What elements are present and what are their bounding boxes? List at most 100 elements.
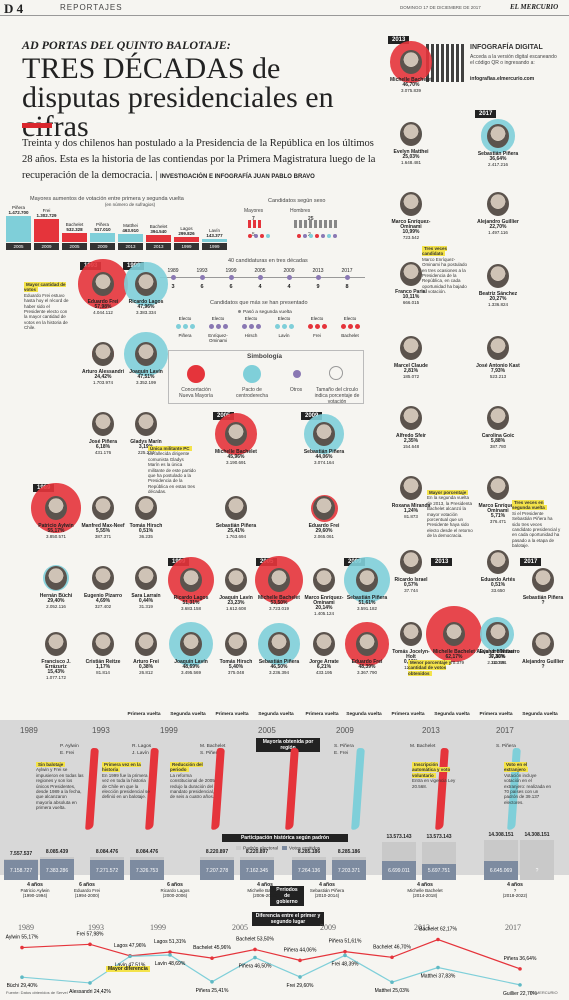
candidate-photo-2013[interactable]	[400, 50, 422, 74]
candidate-photo-2017[interactable]	[487, 550, 509, 574]
candidate-photo-2013[interactable]	[400, 122, 422, 146]
most-runs-dot	[315, 324, 320, 329]
candidate-photo[interactable]	[45, 632, 67, 656]
candidate-pct: 48,39%	[358, 664, 376, 670]
candidate-photo-2017[interactable]	[487, 406, 509, 430]
candidate-photo[interactable]	[45, 496, 67, 520]
candidate-votes: 26.812	[139, 670, 153, 675]
votes-gain-year: 2005	[6, 243, 31, 250]
candidate-photo[interactable]	[313, 422, 335, 446]
candidate-photo[interactable]	[92, 496, 114, 520]
candidate-photo-2017[interactable]	[487, 264, 509, 288]
candidate-photo[interactable]	[135, 342, 157, 366]
votes-gain-name: Piñera	[11, 205, 25, 210]
candidate-photo[interactable]	[225, 422, 247, 446]
candidate-photo-2017[interactable]	[532, 568, 554, 592]
candidate-photo[interactable]	[313, 568, 335, 592]
candidate-photo[interactable]	[313, 496, 335, 520]
candidate-photo[interactable]	[92, 632, 114, 656]
candidate-photo[interactable]	[356, 632, 378, 656]
candidate-photo-2017[interactable]	[532, 632, 554, 656]
candidate-pct: 29,60%	[315, 528, 333, 534]
qr-code-icon[interactable]	[426, 44, 464, 82]
candidate-photo[interactable]	[313, 632, 335, 656]
candidate-votes-2017: 523.213	[489, 374, 507, 379]
candidate-pct-2013: 10,11%	[402, 294, 420, 300]
candidate-photo[interactable]	[45, 566, 67, 590]
candidate-votes-2017: 387.780	[489, 444, 507, 449]
difference-label: Lavín 47,51%	[115, 962, 146, 968]
candidate-pct: 20,14%	[315, 605, 333, 611]
most-runs-name: Lavín	[278, 333, 290, 338]
candidate-name-2017: Alejandro Guillier	[477, 219, 519, 225]
qr-box[interactable]: INFOGRAFÍA DIGITAL Acceda a la versión d…	[420, 36, 566, 96]
candidate-label-2013: Evelyn Matthei 25,03% 1.648.481	[388, 150, 434, 166]
candidate-photo[interactable]	[225, 632, 247, 656]
section-name: REPORTAJES	[60, 3, 123, 12]
candidacies-year: 1989	[167, 268, 179, 274]
candidate-photo[interactable]	[135, 412, 157, 436]
candidate-photo[interactable]	[92, 342, 114, 366]
candidate-photo-2017[interactable]	[487, 124, 509, 148]
difference-point	[298, 975, 302, 979]
candidate-photo-2013[interactable]	[443, 622, 465, 646]
candidate-photo-2017[interactable]	[487, 622, 509, 646]
candidate-photo-2013[interactable]	[400, 550, 422, 574]
most-runs-dot	[289, 324, 294, 329]
round-label: Segunda vuelta	[522, 712, 558, 717]
candidate-pct: 44,06%	[315, 454, 333, 460]
symbology-3: Otros	[289, 387, 303, 393]
participation-votos-value: 7.264.136	[297, 868, 321, 874]
candidate-label: Francisco J. Errázuriz 15,43% 1.077.172	[33, 660, 79, 681]
candidate-photo[interactable]	[92, 412, 114, 436]
candidate-photo-2013[interactable]	[400, 336, 422, 360]
candidate-photo-2017[interactable]	[487, 476, 509, 500]
votos-swatch	[281, 846, 287, 850]
candidate-pct: 0,44%	[138, 598, 154, 604]
candidate-votes-2013: 666.015	[402, 300, 420, 305]
candidate-photo-2017[interactable]	[487, 192, 509, 216]
candidate-photo-2013[interactable]	[400, 192, 422, 216]
candidate-name: Manfred Max-Neef	[81, 523, 125, 529]
candidate-name: Patricio Aylwin	[38, 523, 74, 529]
candidate-photo[interactable]	[268, 632, 290, 656]
qr-text: Acceda a la versión digital escaneando e…	[470, 54, 557, 66]
candidate-votes: 4.044.112	[93, 310, 113, 315]
candidate-photo[interactable]	[135, 272, 157, 296]
participation-votos-value: 7.158.727	[9, 868, 33, 874]
candidate-photo-2013[interactable]	[400, 262, 422, 286]
candidate-photo[interactable]	[180, 632, 202, 656]
candidacies-row: 1989 3 1993 6 1999 6 2005 4 2009 4 2013 9 2017 8	[160, 268, 370, 294]
candidate-votes: 3.352.199	[135, 380, 157, 385]
votes-gain-year: 2009	[34, 243, 59, 250]
candidate-photo[interactable]	[92, 272, 114, 296]
paper-name: EL MERCURIO	[510, 3, 559, 11]
candidate-photo-2013[interactable]	[400, 406, 422, 430]
candidate-pct: 48,69%	[182, 664, 200, 670]
candidate-pct: 5,40%	[228, 664, 244, 670]
candidacies-count: 6	[200, 284, 204, 290]
candidate-photo[interactable]	[92, 566, 114, 590]
difference-point	[390, 980, 394, 985]
candidate-votes: 225.224	[137, 450, 155, 455]
candidate-photo-2013[interactable]	[400, 622, 422, 646]
candidate-photo[interactable]	[135, 632, 157, 656]
candidate-photo-2013[interactable]	[400, 476, 422, 500]
most-runs-dot	[322, 324, 327, 329]
qr-url[interactable]: infografias.elmercurio.com	[470, 76, 535, 82]
candidate-pct-2017: 0,51%	[490, 582, 506, 588]
votes-gain-value: 299.826	[178, 230, 195, 236]
region-note: Inscripción automática y voto voluntario…	[412, 762, 460, 789]
candidate-label-2013: Evelyn Matthei 37,83% 2.111.891	[474, 650, 520, 666]
candidate-photo-2017[interactable]	[487, 336, 509, 360]
votes-gain-bar	[146, 235, 171, 242]
candidate-photo[interactable]	[180, 568, 202, 592]
candidate-photo[interactable]	[225, 568, 247, 592]
candidate-photo[interactable]	[135, 496, 157, 520]
candidate-photo[interactable]	[356, 568, 378, 592]
candidate-name: Ricardo Lagos	[128, 299, 164, 305]
candidate-photo[interactable]	[268, 568, 290, 592]
candidate-photo[interactable]	[135, 566, 157, 590]
candidate-photo[interactable]	[225, 496, 247, 520]
candidate-pct: 23,23%	[227, 600, 245, 606]
